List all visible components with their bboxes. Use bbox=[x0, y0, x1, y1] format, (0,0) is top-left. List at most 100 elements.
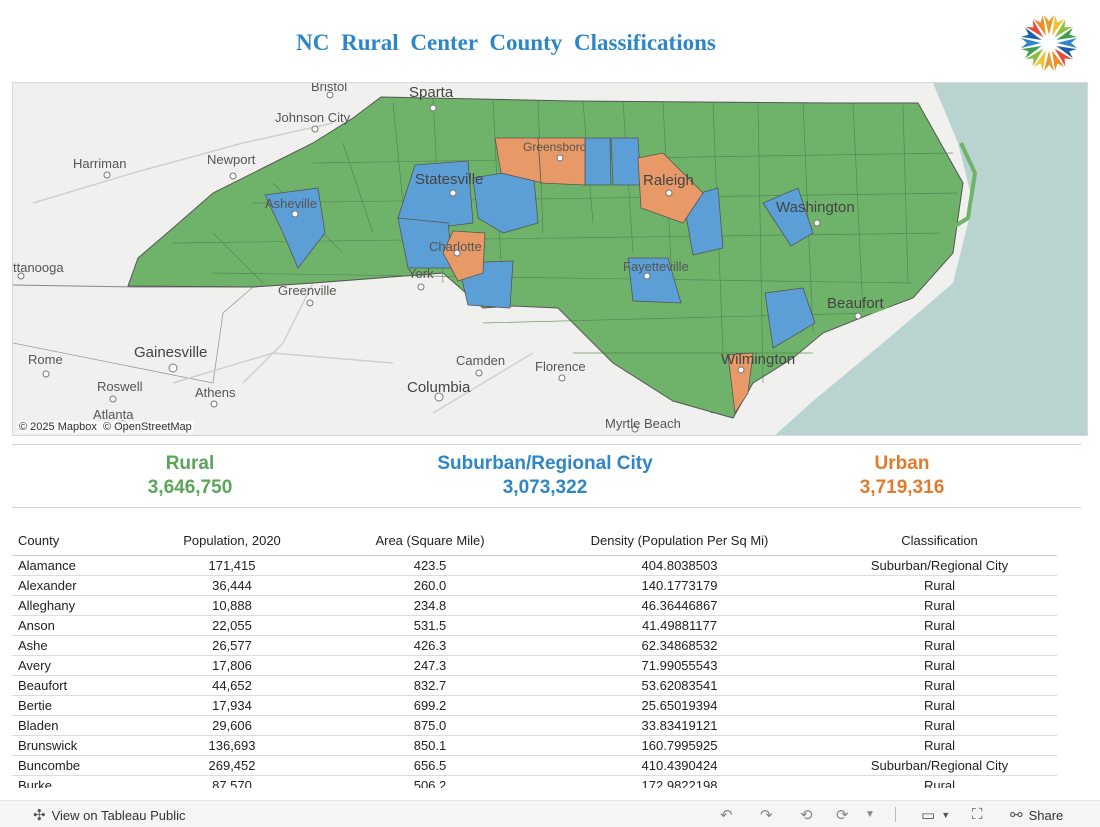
cell-classification: Rural bbox=[923, 698, 956, 713]
logo-petal bbox=[1021, 38, 1041, 48]
divider-top bbox=[12, 444, 1081, 445]
table-row[interactable]: Avery 17,806 247.3 71.99055543 Rural bbox=[12, 656, 1057, 676]
map-label-newport: Newport bbox=[207, 152, 256, 167]
logo-petal bbox=[1021, 27, 1042, 40]
cell-density: 33.83419121 bbox=[641, 718, 718, 733]
fullscreen-icon[interactable]: ⛶ bbox=[972, 806, 983, 823]
cell-population: 10,888 bbox=[212, 598, 252, 613]
refresh-menu-chevron-icon[interactable]: ▼ bbox=[865, 809, 875, 820]
logo-petal bbox=[1054, 48, 1073, 67]
map-label-greenville: Greenville bbox=[278, 283, 337, 298]
download-button[interactable]: ▭ ▼ bbox=[921, 806, 950, 824]
cell-classification: Rural bbox=[923, 678, 956, 693]
cell-population: 36,444 bbox=[212, 578, 252, 593]
outer-banks bbox=[832, 142, 978, 325]
cell-classification: Rural bbox=[923, 618, 956, 633]
cell-county: Brunswick bbox=[18, 738, 78, 753]
cell-area: 699.2 bbox=[413, 698, 447, 713]
cell-density: 172.9822198 bbox=[641, 778, 718, 788]
revert-icon[interactable]: ⟲ bbox=[800, 807, 813, 824]
redo-icon[interactable]: ↷ bbox=[760, 807, 773, 824]
header-population[interactable]: Population, 2020 bbox=[183, 533, 281, 548]
summary-urban: Urban 3,719,316 bbox=[802, 452, 1002, 500]
map-label-wilmington: Wilmington bbox=[721, 351, 796, 368]
map-label-raleigh: Raleigh bbox=[643, 172, 694, 189]
table-row[interactable]: Anson 22,055 531.5 41.49881177 Rural bbox=[12, 616, 1057, 636]
table-row[interactable]: Alamance 171,415 423.5 404.8038503 Suburban/… bbox=[12, 556, 1057, 576]
map-label-camden: Camden bbox=[456, 353, 506, 368]
table-row[interactable]: Alexander 36,444 260.0 140.1773179 Rural bbox=[12, 576, 1057, 596]
map-label-roswell: Roswell bbox=[97, 379, 143, 394]
map-label-athens: Athens bbox=[195, 385, 236, 400]
mapbox-attribution[interactable]: © 2025 Mapbox bbox=[19, 421, 97, 433]
cell-population: 26,577 bbox=[212, 638, 252, 653]
county-map[interactable]: Bristol Sparta Johnson City Harriman New… bbox=[12, 82, 1088, 436]
header-classification[interactable]: Classification bbox=[901, 533, 978, 548]
page-title: NC Rural Center County Classifications bbox=[296, 30, 716, 55]
cell-area: 260.0 bbox=[413, 578, 447, 593]
cell-classification: Rural bbox=[923, 778, 956, 788]
roads bbox=[32, 122, 534, 414]
summary-urban-value: 3,719,316 bbox=[859, 477, 945, 498]
cell-county: Beaufort bbox=[18, 678, 68, 693]
cell-population: 17,934 bbox=[212, 698, 252, 713]
download-chevron-icon: ▼ bbox=[941, 810, 951, 820]
cell-area: 656.5 bbox=[413, 758, 447, 773]
logo-petal bbox=[1054, 19, 1073, 38]
map-attribution[interactable]: © 2025 Mapbox © OpenStreetMap bbox=[17, 421, 194, 433]
view-on-tableau-public-link[interactable]: ✣ View on Tableau Public bbox=[33, 806, 186, 824]
undo-icon[interactable]: ↶ bbox=[720, 807, 733, 824]
cell-area: 426.3 bbox=[413, 638, 447, 653]
cell-density: 25.65019394 bbox=[641, 698, 718, 713]
cell-density: 62.34868532 bbox=[641, 638, 718, 653]
map-label-bristol: Bristol bbox=[311, 82, 348, 94]
cell-county: Bladen bbox=[18, 718, 59, 733]
cell-population: 44,652 bbox=[212, 678, 252, 693]
table-row[interactable]: Beaufort 44,652 832.7 53.62083541 Rural bbox=[12, 676, 1057, 696]
cell-county: Bertie bbox=[18, 698, 52, 713]
nc-state bbox=[127, 96, 964, 419]
cell-classification: Rural bbox=[923, 578, 956, 593]
table-body[interactable]: Alamance 171,415 423.5 404.8038503 Suburban/… bbox=[12, 556, 1057, 788]
cell-area: 423.5 bbox=[413, 558, 447, 573]
table-row[interactable]: Brunswick 136,693 850.1 160.7995925 Rural bbox=[12, 736, 1057, 756]
summary-rural: Rural 3,646,750 bbox=[90, 452, 290, 500]
table-row[interactable]: Bertie 17,934 699.2 25.65019394 Rural bbox=[12, 696, 1057, 716]
cell-population: 22,055 bbox=[212, 618, 252, 633]
osm-attribution[interactable]: © OpenStreetMap bbox=[102, 421, 192, 433]
header-density[interactable]: Density (Population Per Sq Mi) bbox=[590, 533, 769, 548]
cell-area: 850.1 bbox=[413, 738, 447, 753]
cell-area: 506.2 bbox=[413, 778, 447, 788]
map-label-fayetteville: Fayetteville bbox=[623, 259, 689, 274]
summary-suburban-value: 3,073,322 bbox=[502, 477, 588, 498]
suburban-counties[interactable] bbox=[264, 137, 816, 349]
toolbar-separator bbox=[895, 807, 896, 822]
map-label-atlanta: Atlanta bbox=[93, 407, 134, 422]
logo-petal bbox=[1052, 50, 1065, 71]
tableau-toolbar: ✣ View on Tableau Public ↶ ↷ ⟲ ⟳ ▼ ▭ ▼ ⛶… bbox=[0, 800, 1100, 827]
map-label-chattanooga: ttanooga bbox=[13, 260, 64, 275]
nc-rural-center-logo bbox=[1021, 15, 1077, 71]
refresh-icon[interactable]: ⟳ bbox=[836, 807, 849, 824]
table-header: County Population, 2020 Area (Square Mil… bbox=[12, 530, 1057, 556]
county-table[interactable]: County Population, 2020 Area (Square Mil… bbox=[12, 530, 1057, 788]
share-button[interactable]: ⚯ Share bbox=[1010, 806, 1063, 824]
map-canvas[interactable] bbox=[13, 83, 1088, 436]
cell-density: 71.99055543 bbox=[641, 658, 718, 673]
cell-county: Avery bbox=[18, 658, 51, 673]
ocean bbox=[775, 83, 1087, 435]
cell-county: Buncombe bbox=[18, 758, 81, 773]
map-label-washington: Washington bbox=[776, 199, 855, 216]
map-label-johnson-city: Johnson City bbox=[275, 110, 351, 125]
table-row[interactable]: Ashe 26,577 426.3 62.34868532 Rural bbox=[12, 636, 1057, 656]
cell-population: 171,415 bbox=[208, 558, 256, 573]
table-row[interactable]: Buncombe 269,452 656.5 410.4390424 Suburban/… bbox=[12, 756, 1057, 776]
cell-classification: Suburban/Regional City bbox=[870, 758, 1009, 773]
header-area[interactable]: Area (Square Mile) bbox=[375, 533, 485, 548]
table-row[interactable]: Bladen 29,606 875.0 33.83419121 Rural bbox=[12, 716, 1057, 736]
table-row[interactable]: Alleghany 10,888 234.8 46.36446867 Rural bbox=[12, 596, 1057, 616]
table-row[interactable]: Burke 87,570 506.2 172.9822198 Rural bbox=[12, 776, 1057, 788]
header-county[interactable]: County bbox=[18, 533, 60, 548]
urban-counties[interactable] bbox=[442, 137, 754, 415]
cell-density: 404.8038503 bbox=[641, 558, 718, 573]
